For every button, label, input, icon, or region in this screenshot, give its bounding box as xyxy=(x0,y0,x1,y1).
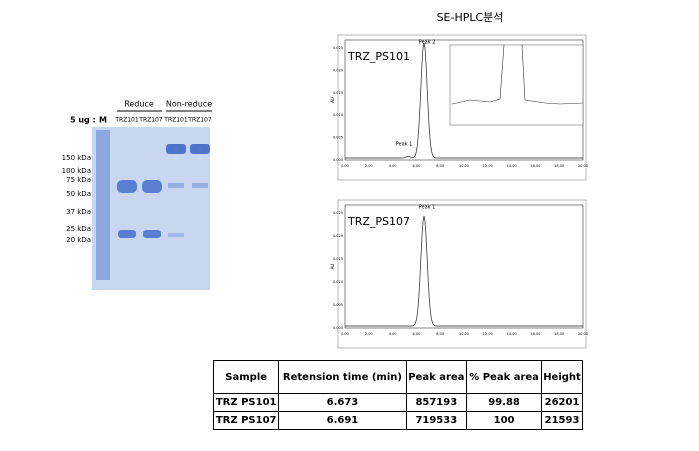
marker-label: M xyxy=(99,116,107,125)
x-tick-label: 6.00 xyxy=(413,332,421,336)
size-label: 20 kDa xyxy=(66,236,91,244)
x-tick-label: 18.00 xyxy=(554,332,564,336)
trace xyxy=(345,42,583,159)
peak-label: Peak 1 xyxy=(419,205,436,211)
size-label: 50 kDa xyxy=(66,190,91,198)
table-cell: 99.88 xyxy=(466,393,543,412)
table-row: TRZ PS101 6.673 857193 99.88 26201 xyxy=(212,393,583,412)
table-cell: 719533 xyxy=(405,411,468,430)
size-label: 150 kDa xyxy=(62,154,91,162)
x-tick-label: 20.00 xyxy=(578,164,588,168)
table-row: Sample Retension time (min) Peak area% Pea… xyxy=(212,360,583,394)
x-tick-label: 8.00 xyxy=(436,332,444,336)
table-cell: % Peak area xyxy=(466,360,543,394)
x-tick-label: 2.00 xyxy=(365,164,373,168)
table-cell: Height xyxy=(541,360,583,394)
lane-label: TRZ107 xyxy=(138,117,163,124)
table-cell: TRZ PS107 xyxy=(212,411,280,430)
y-tick-label: 0.005 xyxy=(333,303,343,307)
x-tick-label: 16.00 xyxy=(530,164,540,168)
trace xyxy=(345,215,583,327)
result-table: Sample Retension time (min) Peak area% Pea… xyxy=(212,360,583,430)
group-label: Reduce xyxy=(124,100,154,109)
sample-label: TRZ_PS101 xyxy=(347,50,410,63)
lane-label: TRZ107 xyxy=(187,117,212,124)
plot-frame xyxy=(337,199,587,349)
y-tick-label: 0.010 xyxy=(333,280,343,284)
x-tick-label: 4.00 xyxy=(389,332,397,336)
y-tick-label: 0.025 xyxy=(333,211,343,215)
table-row: TRZ PS107 6.691 719533 100 21593 xyxy=(212,411,583,430)
y-tick-label: 0.015 xyxy=(333,257,343,261)
y-tick-label: 0.000 xyxy=(333,326,343,330)
table-cell: Sample xyxy=(212,360,280,394)
x-tick-label: 10.00 xyxy=(459,164,469,168)
title: SE-HPLC분석 xyxy=(437,11,504,24)
y-tick-label: 0.005 xyxy=(333,136,343,140)
x-tick-label: 2.00 xyxy=(365,332,373,336)
table-cell: 21593 xyxy=(541,411,583,430)
sample-label: TRZ_PS107 xyxy=(347,215,410,228)
x-tick-label: 4.00 xyxy=(389,164,397,168)
x-tick-label: 8.00 xyxy=(436,164,444,168)
plot-area xyxy=(344,204,584,329)
table-cell: 6.673 xyxy=(278,393,407,412)
x-tick-label: 14.00 xyxy=(507,164,517,168)
group-label: Non-reduce xyxy=(166,100,212,109)
y-tick-label: 0.020 xyxy=(333,68,343,72)
x-tick-label: 10.00 xyxy=(459,332,469,336)
table-cell: Peak area xyxy=(405,360,468,394)
lane-label: TRZ101 xyxy=(114,117,139,124)
y-tick-label: 0.020 xyxy=(333,234,343,238)
table-cell: Retension time (min) xyxy=(278,360,407,394)
y-tick-label: 0.010 xyxy=(333,113,343,117)
lane-label: TRZ101 xyxy=(163,117,188,124)
x-tick-label: 20.00 xyxy=(578,332,588,336)
x-tick-label: 0.00 xyxy=(341,332,349,336)
y-axis-label: AU xyxy=(330,264,335,270)
x-tick-label: 0.00 xyxy=(341,164,349,168)
y-axis-label: AU xyxy=(330,97,335,103)
y-tick-label: 0.025 xyxy=(333,46,343,50)
size-label: 100 kDa xyxy=(62,167,91,175)
y-tick-label: 0.015 xyxy=(333,91,343,95)
inset xyxy=(449,44,584,126)
y-tick-label: 0.000 xyxy=(333,158,343,162)
x-tick-label: 16.00 xyxy=(530,332,540,336)
size-label: 25 kDa xyxy=(66,225,91,233)
gel-amount: 5 ug : xyxy=(70,116,96,125)
x-tick-label: 6.00 xyxy=(413,164,421,168)
peak-label: Peak 2 xyxy=(419,40,436,46)
size-label: 37 kDa xyxy=(66,208,91,216)
table-cell: 857193 xyxy=(405,393,468,412)
table-cell: 6.691 xyxy=(278,411,407,430)
gel xyxy=(92,127,210,290)
table-cell: TRZ PS101 xyxy=(212,393,280,412)
x-tick-label: 18.00 xyxy=(554,164,564,168)
inset-trace xyxy=(451,44,584,105)
gel-bands xyxy=(96,130,210,280)
table-cell: 100 xyxy=(466,411,543,430)
x-tick-label: 12.00 xyxy=(483,164,493,168)
table-cell: 26201 xyxy=(541,393,583,412)
x-tick-label: 12.00 xyxy=(483,332,493,336)
plot-frame xyxy=(337,34,587,181)
peak-label: Peak 1 xyxy=(396,142,413,148)
size-label: 75 kDa xyxy=(66,176,91,184)
x-tick-label: 14.00 xyxy=(507,332,517,336)
